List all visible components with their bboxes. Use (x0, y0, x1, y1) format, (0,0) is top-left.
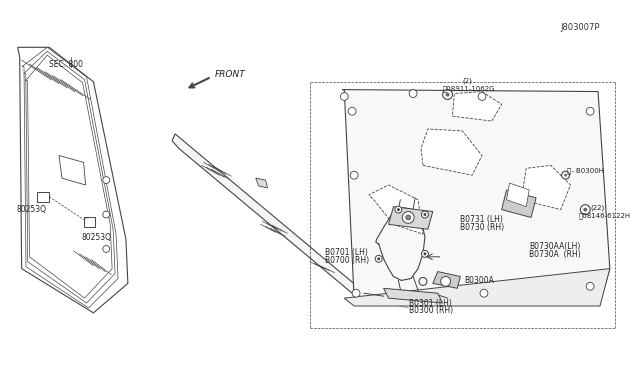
Polygon shape (369, 185, 423, 234)
Polygon shape (84, 218, 95, 227)
Text: 80253Q: 80253Q (82, 232, 111, 242)
Circle shape (422, 211, 428, 218)
Circle shape (586, 282, 594, 290)
Circle shape (352, 289, 360, 297)
Text: 80253Q: 80253Q (17, 205, 47, 214)
Circle shape (580, 205, 590, 215)
Text: FRONT: FRONT (214, 70, 245, 79)
Polygon shape (342, 90, 610, 303)
Text: B0301 (LH): B0301 (LH) (409, 299, 452, 308)
Circle shape (441, 276, 451, 286)
Text: B0700 (RH): B0700 (RH) (324, 256, 369, 265)
Circle shape (103, 211, 109, 218)
Circle shape (409, 90, 417, 97)
Polygon shape (383, 288, 443, 303)
Circle shape (406, 215, 411, 220)
Text: B0730A  (RH): B0730A (RH) (529, 250, 581, 259)
Text: (2): (2) (462, 77, 472, 84)
Circle shape (564, 174, 567, 177)
Polygon shape (452, 92, 502, 121)
Circle shape (340, 93, 348, 100)
Text: B0701 (LH): B0701 (LH) (324, 248, 367, 257)
Polygon shape (522, 165, 570, 209)
Text: ⒩08146-6122H: ⒩08146-6122H (579, 212, 630, 219)
Text: B0300A: B0300A (464, 276, 494, 285)
Circle shape (350, 171, 358, 179)
Text: ⒩- B0300H: ⒩- B0300H (566, 167, 604, 174)
Circle shape (375, 255, 382, 262)
Circle shape (395, 206, 402, 213)
Polygon shape (433, 272, 460, 288)
Polygon shape (388, 207, 433, 229)
Circle shape (562, 171, 570, 179)
Text: ⒩08911-1062G: ⒩08911-1062G (443, 85, 495, 92)
Polygon shape (507, 183, 529, 207)
Circle shape (403, 212, 414, 223)
Text: B0300 (RH): B0300 (RH) (409, 307, 453, 315)
Text: J803007P: J803007P (561, 23, 600, 32)
Polygon shape (344, 269, 610, 306)
Circle shape (443, 90, 452, 99)
Text: SEC. 800: SEC. 800 (49, 60, 83, 68)
Circle shape (422, 250, 428, 257)
Circle shape (103, 177, 109, 183)
Circle shape (445, 93, 449, 96)
Circle shape (424, 213, 426, 216)
Circle shape (397, 208, 400, 211)
Circle shape (348, 107, 356, 115)
Polygon shape (502, 190, 536, 218)
Polygon shape (421, 129, 482, 175)
Circle shape (103, 246, 109, 252)
Circle shape (377, 257, 380, 260)
Polygon shape (37, 192, 49, 202)
Text: B0730AA(LH): B0730AA(LH) (529, 243, 580, 251)
Circle shape (478, 93, 486, 100)
Circle shape (419, 278, 427, 285)
Polygon shape (172, 134, 369, 303)
Text: B0730 (RH): B0730 (RH) (460, 223, 504, 232)
Text: B0731 (LH): B0731 (LH) (460, 215, 503, 224)
Circle shape (480, 289, 488, 297)
Polygon shape (18, 47, 128, 313)
Polygon shape (59, 155, 86, 185)
Text: (22): (22) (590, 204, 604, 211)
Circle shape (424, 252, 426, 255)
Circle shape (583, 208, 588, 212)
Circle shape (586, 107, 594, 115)
Polygon shape (256, 178, 268, 188)
